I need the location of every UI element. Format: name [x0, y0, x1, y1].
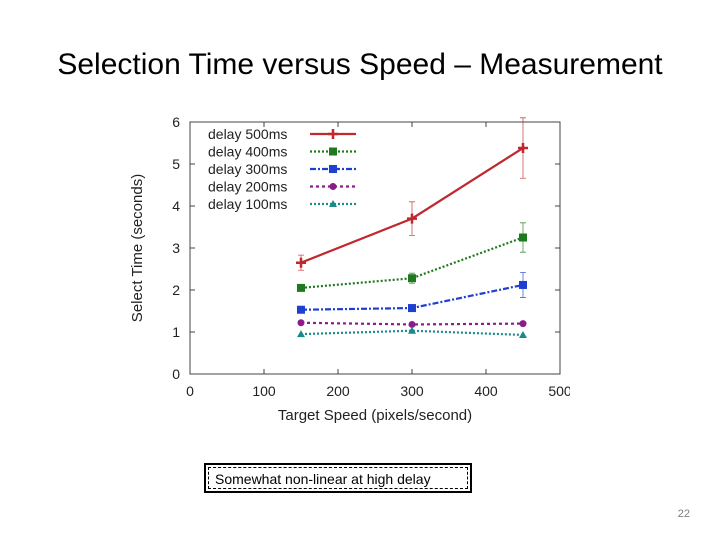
- y-tick-label: 6: [172, 114, 180, 130]
- legend-marker: [328, 129, 338, 139]
- data-point: [408, 304, 416, 313]
- legend-marker: [329, 147, 337, 156]
- legend-marker: [329, 165, 337, 173]
- legend-label: delay 100ms: [208, 196, 287, 212]
- y-tick-label: 0: [172, 366, 180, 382]
- data-point: [519, 330, 527, 338]
- x-tick-label: 0: [186, 383, 194, 399]
- data-point: [297, 305, 305, 314]
- legend-label: delay 300ms: [208, 161, 287, 177]
- y-tick-label: 1: [172, 324, 180, 340]
- data-point: [297, 319, 305, 327]
- data-point: [297, 283, 305, 292]
- page-number: 22: [677, 508, 690, 520]
- data-point: [408, 274, 416, 283]
- x-tick-label: 300: [400, 383, 424, 399]
- data-point: [519, 233, 527, 242]
- data-point: [297, 330, 305, 338]
- series-line-4: [300, 321, 524, 326]
- series-line-2: [300, 236, 524, 289]
- data-point: [408, 326, 416, 334]
- data-point: [519, 280, 527, 289]
- legend-label: delay 400ms: [208, 144, 287, 160]
- data-point: [296, 257, 306, 268]
- series-line-5: [300, 329, 524, 337]
- data-point: [408, 320, 416, 328]
- select-time-chart: 0 1 2 3 4 5 6 0 100 200 300 400 500 Target Speed (pix…: [129, 114, 570, 424]
- legend-marker: [329, 183, 337, 190]
- x-tick-label: 200: [326, 383, 350, 399]
- x-tick-label: 500: [548, 383, 570, 399]
- slide-title: Selection Time versus Speed – Measuremen…: [57, 48, 663, 81]
- y-tick-label: 3: [172, 240, 180, 256]
- legend-label: delay 200ms: [208, 179, 287, 195]
- callout-text: Somewhat non-linear at high delay: [208, 467, 468, 489]
- data-point: [407, 213, 417, 224]
- data-point: [519, 320, 527, 328]
- data-point: [518, 143, 528, 154]
- x-tick-label: 400: [474, 383, 498, 399]
- y-tick-label: 2: [172, 282, 180, 298]
- legend-marker: [329, 200, 337, 207]
- y-tick-label: 4: [172, 198, 180, 214]
- x-axis-label: Target Speed (pixels/second): [278, 407, 472, 424]
- y-axis-label: Select Time (seconds): [129, 174, 146, 322]
- legend-label: delay 500ms: [208, 126, 287, 142]
- callout-box: Somewhat non-linear at high delay: [204, 463, 472, 493]
- x-tick-label: 100: [252, 383, 276, 399]
- y-tick-label: 5: [172, 156, 180, 172]
